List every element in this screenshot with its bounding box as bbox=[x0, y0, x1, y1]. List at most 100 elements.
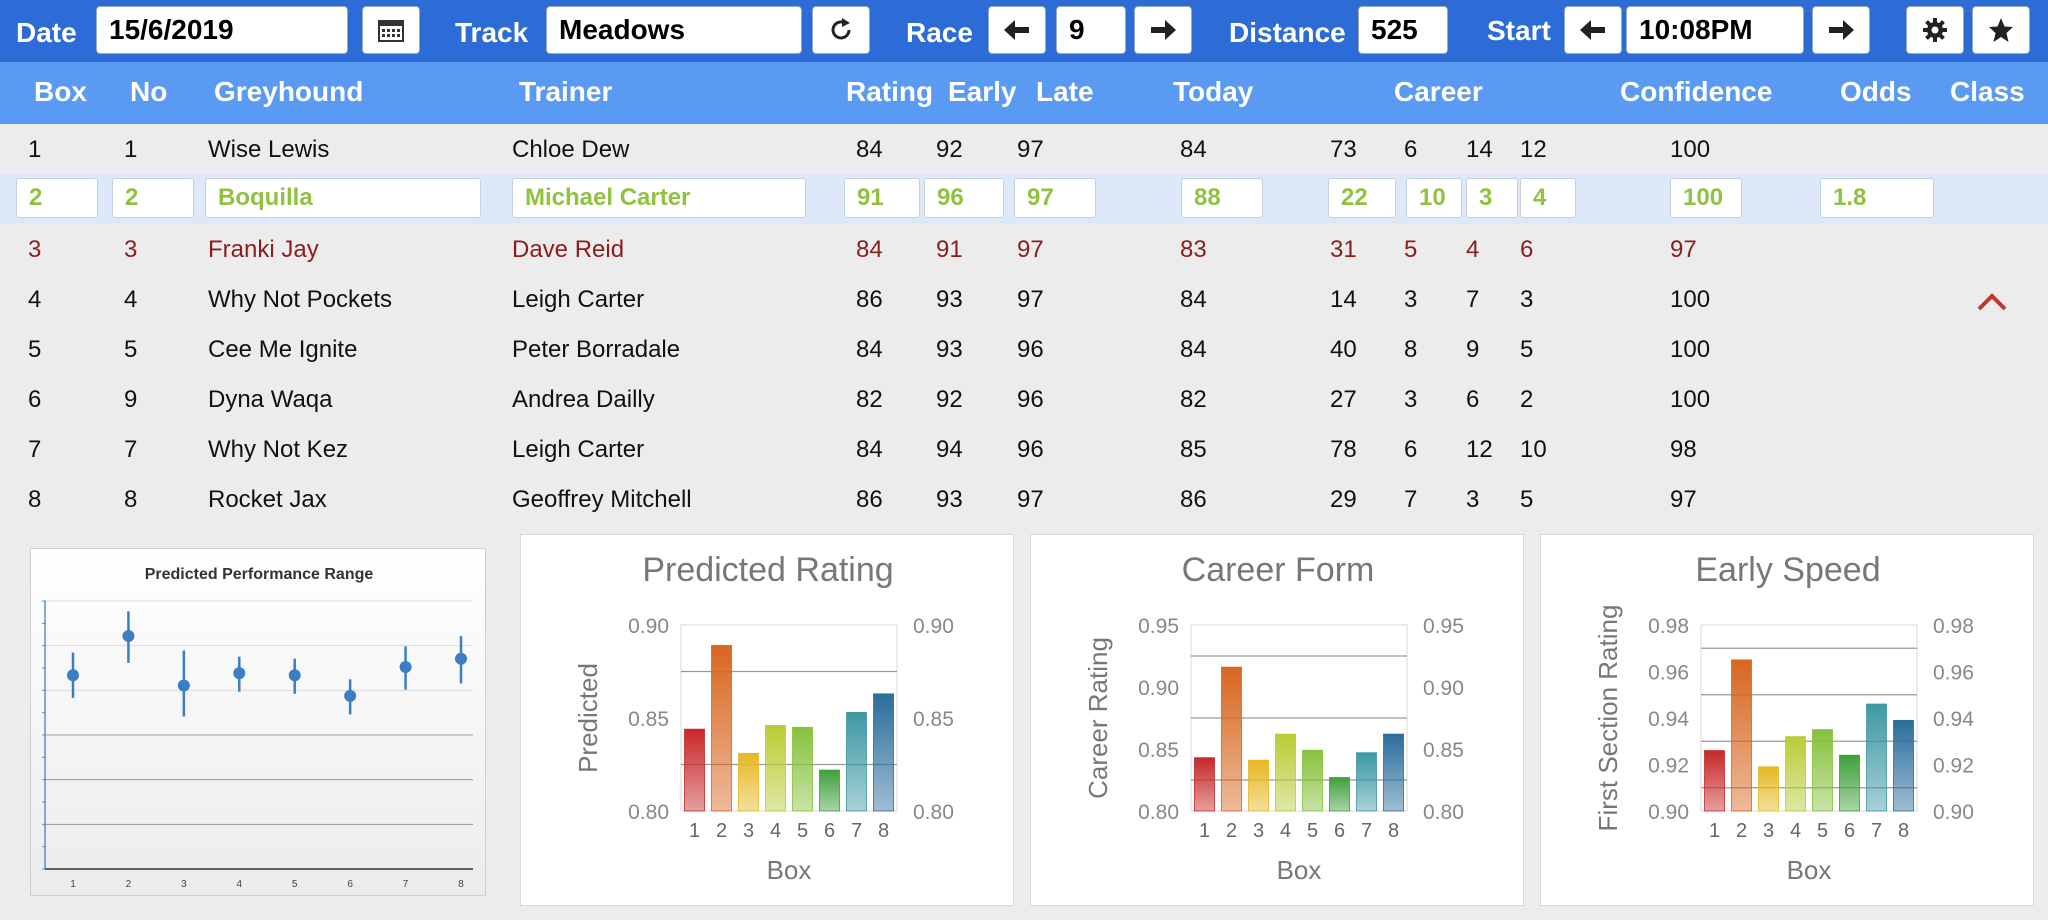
y-tick-label: 0.90 bbox=[628, 615, 669, 638]
career-thirds-cell[interactable]: 4 bbox=[1520, 178, 1576, 218]
race-input[interactable]: 9 bbox=[1056, 6, 1126, 54]
rating-cell: 86 bbox=[856, 286, 883, 313]
early-cell: 91 bbox=[936, 236, 963, 263]
trainer-cell: Andrea Dailly bbox=[512, 386, 655, 413]
calendar-button[interactable] bbox=[362, 6, 420, 54]
y-tick-label-right: 0.85 bbox=[913, 708, 954, 731]
x-tick-label: 6 bbox=[347, 879, 353, 890]
table-row[interactable]: 3 3 Franki Jay Dave Reid 84 91 97 83 31 5 4 6 97 bbox=[0, 224, 2048, 274]
early-cell: 93 bbox=[936, 286, 963, 313]
column-header-rating[interactable]: Rating bbox=[846, 76, 934, 107]
x-tick-label: 6 bbox=[1844, 820, 1855, 842]
column-header-odds[interactable]: Odds bbox=[1840, 76, 1912, 107]
bar bbox=[1356, 752, 1377, 812]
x-tick-label: 2 bbox=[126, 879, 132, 890]
x-tick-label: 1 bbox=[1709, 820, 1720, 842]
table-row[interactable]: 2 2 Boquilla Michael Carter 91 96 97 88 22 10 3 4 10… bbox=[0, 174, 2048, 224]
bar bbox=[1893, 719, 1914, 812]
odds-cell[interactable]: 1.8 bbox=[1820, 178, 1934, 218]
race-prev-button[interactable] bbox=[988, 6, 1046, 54]
rating-cell: 86 bbox=[856, 486, 883, 513]
column-header-early[interactable]: Early bbox=[948, 76, 1017, 107]
y-tick-label-right: 0.80 bbox=[1423, 801, 1464, 824]
column-header-career[interactable]: Career bbox=[1394, 76, 1483, 107]
y-tick-label: 0.94 bbox=[1648, 708, 1689, 731]
column-header-today[interactable]: Today bbox=[1173, 76, 1254, 107]
column-header-late[interactable]: Late bbox=[1036, 76, 1094, 107]
bar bbox=[1302, 749, 1323, 812]
career-thirds-cell: 5 bbox=[1520, 486, 1534, 513]
x-tick-label: 5 bbox=[1307, 820, 1318, 842]
trainer-cell: Peter Borradale bbox=[512, 336, 681, 363]
start-prev-button[interactable] bbox=[1564, 6, 1622, 54]
plot-area bbox=[1700, 624, 1918, 812]
career-wins-cell: 5 bbox=[1404, 236, 1418, 263]
early-cell[interactable]: 96 bbox=[924, 178, 1004, 218]
career-starts-cell[interactable]: 22 bbox=[1328, 178, 1396, 218]
career-starts-cell: 40 bbox=[1330, 336, 1357, 363]
trainer-cell: Leigh Carter bbox=[512, 436, 645, 463]
box-cell: 3 bbox=[28, 236, 42, 263]
x-tick-label: 8 bbox=[878, 820, 889, 842]
confidence-cell: 100 bbox=[1670, 286, 1711, 313]
box-cell[interactable]: 2 bbox=[16, 178, 98, 218]
confidence-cell[interactable]: 100 bbox=[1670, 178, 1742, 218]
today-cell: 86 bbox=[1180, 486, 1207, 513]
early-cell: 93 bbox=[936, 486, 963, 513]
distance-input[interactable]: 525 bbox=[1358, 6, 1448, 54]
career-starts-cell: 27 bbox=[1330, 386, 1357, 413]
rating-cell: 84 bbox=[856, 236, 883, 263]
track-input[interactable]: Meadows bbox=[546, 6, 802, 54]
table-row[interactable]: 4 4 Why Not Pockets Leigh Carter 86 93 97 84 14 3… bbox=[0, 274, 2048, 324]
range-point bbox=[344, 689, 357, 702]
table-row[interactable]: 8 8 Rocket Jax Geoffrey Mitchell 86 93 97 86 29 7… bbox=[0, 474, 2048, 524]
early-speed-chart: Early Speed 1 2 3 4 5 6 7 8 0.90 0.90 0.92 0.92 0.94 0… bbox=[1540, 534, 2034, 906]
greyhound-cell[interactable]: Boquilla bbox=[205, 178, 481, 218]
column-header-class[interactable]: Class bbox=[1950, 76, 2025, 107]
career-thirds-cell: 10 bbox=[1520, 436, 1547, 463]
greyhound-cell: Dyna Waqa bbox=[208, 386, 333, 413]
settings-button[interactable] bbox=[1906, 6, 1964, 54]
favorite-button[interactable] bbox=[1972, 6, 2030, 54]
column-header-confidence[interactable]: Confidence bbox=[1620, 76, 1773, 107]
column-header-box[interactable]: Box bbox=[34, 76, 87, 107]
bar bbox=[1383, 733, 1404, 812]
calendar-icon bbox=[378, 20, 404, 42]
column-header-greyhound[interactable]: Greyhound bbox=[214, 76, 364, 107]
bar bbox=[1785, 736, 1806, 812]
career-seconds-cell: 7 bbox=[1466, 286, 1480, 313]
chevron-up-icon[interactable] bbox=[1976, 292, 2008, 312]
table-row[interactable]: 5 5 Cee Me Ignite Peter Borradale 84 93 96 84 40… bbox=[0, 324, 2048, 374]
performance-range-chart: Predicted Performance Range 1 2 3 4 5 6 7 8 bbox=[30, 548, 486, 896]
career-seconds-cell[interactable]: 3 bbox=[1466, 178, 1518, 218]
y-tick-label-right: 0.94 bbox=[1933, 708, 1974, 731]
no-cell[interactable]: 2 bbox=[112, 178, 194, 218]
today-cell: 84 bbox=[1180, 286, 1207, 313]
table-row[interactable]: 1 1 Wise Lewis Chloe Dew 84 92 97 84 73 6 14 12 100 bbox=[0, 124, 2048, 174]
refresh-button[interactable] bbox=[812, 6, 870, 54]
bar bbox=[738, 752, 759, 812]
career-starts-cell: 73 bbox=[1330, 136, 1357, 163]
date-input[interactable]: 15/6/2019 bbox=[96, 6, 348, 54]
x-axis-label: Box bbox=[1277, 855, 1322, 885]
today-cell[interactable]: 88 bbox=[1181, 178, 1263, 218]
trainer-cell[interactable]: Michael Carter bbox=[512, 178, 806, 218]
rating-cell[interactable]: 91 bbox=[844, 178, 920, 218]
late-cell[interactable]: 97 bbox=[1014, 178, 1096, 218]
career-wins-cell: 6 bbox=[1404, 436, 1418, 463]
y-tick-label-right: 0.90 bbox=[1933, 801, 1974, 824]
race-next-button[interactable] bbox=[1134, 6, 1192, 54]
start-time-input[interactable]: 10:08PM bbox=[1626, 6, 1804, 54]
career-wins-cell[interactable]: 10 bbox=[1406, 178, 1462, 218]
start-label: Start bbox=[1487, 15, 1551, 46]
column-header-no[interactable]: No bbox=[130, 76, 168, 107]
start-next-button[interactable] bbox=[1812, 6, 1870, 54]
table-row[interactable]: 6 9 Dyna Waqa Andrea Dailly 82 92 96 82 27 3 6 2 100 bbox=[0, 374, 2048, 424]
today-cell: 84 bbox=[1180, 336, 1207, 363]
column-header-trainer[interactable]: Trainer bbox=[519, 76, 613, 107]
x-tick-label: 6 bbox=[824, 820, 835, 842]
career-thirds-cell: 5 bbox=[1520, 336, 1534, 363]
career-starts-cell: 29 bbox=[1330, 486, 1357, 513]
no-cell: 3 bbox=[124, 236, 138, 263]
table-row[interactable]: 7 7 Why Not Kez Leigh Carter 84 94 96 85 78 6 12 10… bbox=[0, 424, 2048, 474]
